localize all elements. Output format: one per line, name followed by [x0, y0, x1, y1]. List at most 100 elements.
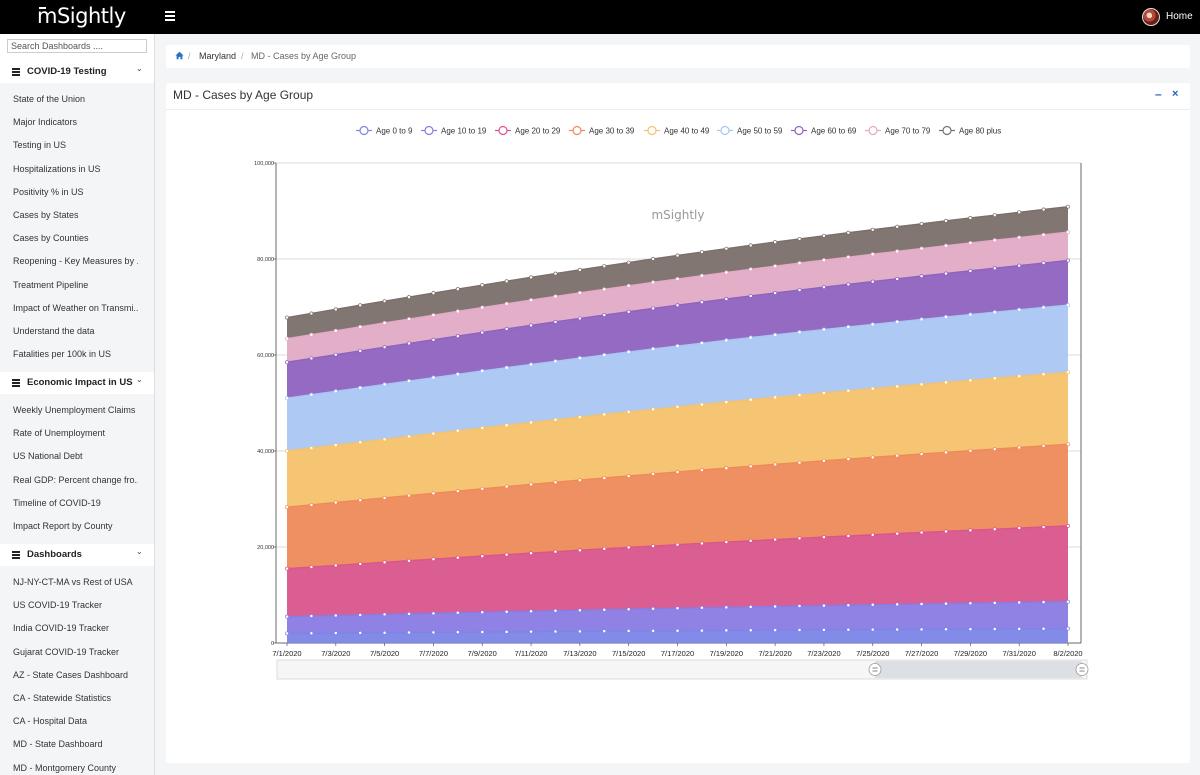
data-point[interactable] — [870, 227, 875, 232]
data-point[interactable] — [992, 600, 997, 605]
data-point[interactable] — [1066, 303, 1070, 308]
range-slider-left-handle[interactable] — [868, 663, 882, 676]
data-point[interactable] — [724, 400, 729, 405]
data-point[interactable] — [675, 253, 680, 258]
data-point[interactable] — [773, 332, 778, 337]
data-point[interactable] — [992, 627, 997, 631]
data-point[interactable] — [504, 301, 509, 306]
data-point[interactable] — [944, 601, 948, 606]
data-point[interactable] — [748, 538, 753, 543]
data-point[interactable] — [602, 313, 607, 317]
user-avatar[interactable] — [1142, 8, 1160, 26]
data-point[interactable] — [699, 402, 704, 407]
data-point[interactable] — [870, 455, 875, 460]
sidebar-item[interactable]: Cases by States — [13, 210, 79, 220]
data-point[interactable] — [309, 565, 314, 569]
legend-item[interactable]: Age 20 to 29 — [515, 127, 561, 136]
data-point[interactable] — [968, 627, 973, 632]
sidebar-item[interactable]: CA - Hospital Data — [13, 716, 88, 727]
data-point[interactable] — [577, 356, 582, 361]
data-point[interactable] — [333, 389, 338, 394]
data-point[interactable] — [773, 462, 778, 467]
data-point[interactable] — [480, 305, 485, 310]
sidebar-item[interactable]: Timeline of COVID-19 — [13, 497, 101, 508]
legend-marker[interactable] — [498, 125, 508, 136]
data-point[interactable] — [748, 604, 753, 609]
sidebar-section-header[interactable]: COVID-19 Testing ⌄ — [0, 61, 154, 83]
data-point[interactable] — [431, 431, 436, 436]
sidebar-item[interactable]: Testing in US — [13, 140, 67, 151]
legend-marker[interactable] — [424, 125, 434, 136]
data-point[interactable] — [1066, 599, 1070, 604]
data-point[interactable] — [919, 452, 924, 456]
data-point[interactable] — [1041, 372, 1046, 377]
data-point[interactable] — [333, 443, 338, 448]
data-point[interactable] — [675, 303, 680, 308]
data-point[interactable] — [919, 221, 924, 226]
data-point[interactable] — [431, 375, 436, 380]
home-icon[interactable] — [175, 51, 184, 60]
legend-marker[interactable] — [942, 125, 952, 136]
data-point[interactable] — [455, 428, 460, 433]
data-point[interactable] — [285, 566, 289, 571]
sidebar-item[interactable]: State of the Union — [13, 94, 86, 104]
data-point[interactable] — [1066, 230, 1070, 235]
data-point[interactable] — [431, 491, 436, 496]
data-point[interactable] — [529, 420, 534, 425]
sidebar-item[interactable]: Understand the data — [13, 326, 95, 336]
data-point[interactable] — [626, 545, 631, 550]
data-point[interactable] — [504, 629, 509, 634]
data-point[interactable] — [285, 396, 289, 401]
data-point[interactable] — [944, 529, 948, 534]
data-point[interactable] — [626, 409, 631, 414]
data-point[interactable] — [773, 628, 778, 633]
data-point[interactable] — [382, 320, 387, 325]
data-point[interactable] — [333, 328, 338, 333]
data-point[interactable] — [577, 267, 582, 272]
data-point[interactable] — [626, 473, 631, 478]
data-point[interactable] — [285, 360, 289, 365]
data-point[interactable] — [895, 627, 900, 632]
data-point[interactable] — [870, 322, 875, 327]
sidebar-section-header[interactable]: Economic Impact in US ⌄ — [0, 372, 154, 394]
data-point[interactable] — [895, 276, 900, 281]
data-point[interactable] — [724, 540, 729, 545]
data-point[interactable] — [675, 404, 680, 409]
data-point[interactable] — [358, 612, 363, 617]
data-point[interactable] — [675, 344, 680, 349]
data-point[interactable] — [968, 601, 973, 606]
data-point[interactable] — [553, 271, 558, 276]
data-point[interactable] — [333, 613, 338, 618]
data-point[interactable] — [651, 544, 656, 548]
data-point[interactable] — [333, 500, 338, 505]
data-point[interactable] — [1041, 600, 1046, 605]
data-point[interactable] — [968, 268, 973, 273]
data-point[interactable] — [919, 602, 924, 606]
data-point[interactable] — [431, 291, 436, 296]
data-point[interactable] — [992, 527, 997, 532]
data-point[interactable] — [968, 378, 973, 383]
area-series-7[interactable] — [287, 260, 1068, 399]
legend-item[interactable]: Age 30 to 39 — [589, 127, 635, 136]
data-point[interactable] — [724, 338, 729, 343]
data-point[interactable] — [602, 607, 607, 612]
data-point[interactable] — [944, 243, 948, 248]
data-point[interactable] — [944, 271, 948, 276]
data-point[interactable] — [651, 471, 656, 476]
data-point[interactable] — [797, 261, 802, 266]
data-point[interactable] — [553, 549, 558, 554]
data-point[interactable] — [407, 317, 411, 321]
data-point[interactable] — [333, 307, 338, 312]
data-point[interactable] — [1017, 307, 1022, 312]
data-point[interactable] — [699, 273, 704, 278]
legend-item[interactable]: Age 0 to 9 — [376, 127, 413, 136]
data-point[interactable] — [846, 627, 851, 632]
data-point[interactable] — [724, 246, 729, 251]
data-point[interactable] — [602, 287, 607, 292]
data-point[interactable] — [309, 392, 314, 397]
sidebar-item[interactable]: US COVID-19 Tracker — [13, 600, 103, 611]
data-point[interactable] — [773, 264, 778, 269]
data-point[interactable] — [846, 325, 851, 329]
sidebar-item[interactable]: NJ-NY-CT-MA vs Rest of USA — [13, 577, 133, 587]
data-point[interactable] — [919, 530, 924, 535]
